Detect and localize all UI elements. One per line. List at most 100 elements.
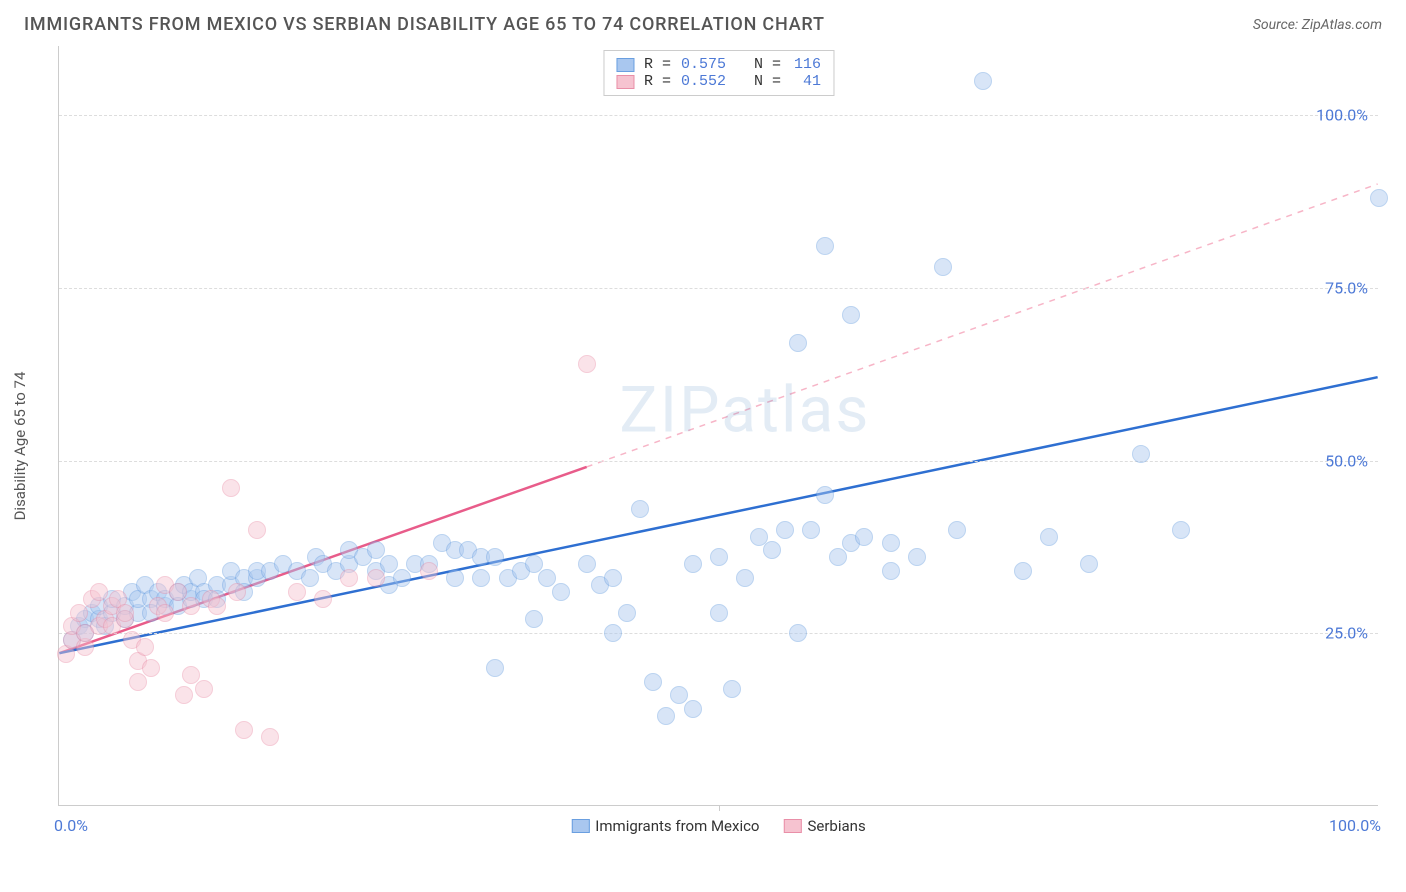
data-point xyxy=(248,521,266,539)
data-point xyxy=(472,569,490,587)
data-point xyxy=(855,528,873,546)
legend-n-label: N = xyxy=(736,56,781,73)
y-tick-label: 50.0% xyxy=(1325,451,1368,470)
data-point xyxy=(763,541,781,559)
data-point xyxy=(604,624,622,642)
legend-r-label: R = xyxy=(644,73,671,90)
legend-r-value: 0.575 xyxy=(681,56,726,73)
y-tick-label: 100.0% xyxy=(1316,106,1368,125)
data-point xyxy=(301,569,319,587)
data-point xyxy=(136,638,154,656)
data-point xyxy=(393,569,411,587)
legend-swatch xyxy=(783,819,801,833)
data-point xyxy=(486,548,504,566)
data-point xyxy=(710,548,728,566)
x-tick-mark xyxy=(719,805,720,811)
legend-item: Immigrants from Mexico xyxy=(571,817,759,835)
data-point xyxy=(829,548,847,566)
gridline xyxy=(59,633,1378,634)
legend-swatch xyxy=(616,75,634,89)
legend-item: Serbians xyxy=(783,817,865,835)
data-point xyxy=(228,583,246,601)
data-point xyxy=(208,597,226,615)
data-point xyxy=(1172,521,1190,539)
data-point xyxy=(1080,555,1098,573)
data-point xyxy=(882,562,900,580)
data-point xyxy=(684,555,702,573)
data-point xyxy=(882,534,900,552)
legend-n-value: 41 xyxy=(791,73,821,90)
data-point xyxy=(261,728,279,746)
legend-bottom: Immigrants from Mexico Serbians xyxy=(571,817,865,835)
trend-lines xyxy=(59,46,1378,805)
data-point xyxy=(816,486,834,504)
gridline xyxy=(59,115,1378,116)
data-point xyxy=(604,569,622,587)
data-point xyxy=(1132,445,1150,463)
data-point xyxy=(618,604,636,622)
legend-n-value: 116 xyxy=(791,56,821,73)
data-point xyxy=(948,521,966,539)
data-point xyxy=(842,306,860,324)
legend-n-label: N = xyxy=(736,73,781,90)
data-point xyxy=(195,680,213,698)
data-point xyxy=(631,500,649,518)
legend-r-value: 0.552 xyxy=(681,73,726,90)
data-point xyxy=(288,583,306,601)
data-point xyxy=(1040,528,1058,546)
data-point xyxy=(710,604,728,622)
data-point xyxy=(116,604,134,622)
gridline xyxy=(59,288,1378,289)
watermark: ZIPatlas xyxy=(619,373,870,448)
data-point xyxy=(156,604,174,622)
data-point xyxy=(367,569,385,587)
data-point xyxy=(1014,562,1032,580)
data-point xyxy=(129,673,147,691)
y-tick-label: 75.0% xyxy=(1325,278,1368,297)
data-point xyxy=(446,569,464,587)
data-point xyxy=(657,707,675,725)
legend-label: Immigrants from Mexico xyxy=(595,817,759,835)
data-point xyxy=(182,597,200,615)
scatter-chart: ZIPatlas R = 0.575 N = 116R = 0.552 N = … xyxy=(58,46,1378,806)
data-point xyxy=(175,686,193,704)
legend-r-label: R = xyxy=(644,56,671,73)
source-label: Source: ZipAtlas.com xyxy=(1253,17,1382,33)
data-point xyxy=(222,479,240,497)
data-point xyxy=(486,659,504,677)
data-point xyxy=(552,583,570,601)
data-point xyxy=(802,521,820,539)
data-point xyxy=(934,258,952,276)
data-point xyxy=(723,680,741,698)
data-point xyxy=(525,610,543,628)
x-tick-label: 100.0% xyxy=(1329,816,1381,835)
gridline xyxy=(59,461,1378,462)
data-point xyxy=(70,604,88,622)
y-tick-label: 25.0% xyxy=(1325,624,1368,643)
data-point xyxy=(908,548,926,566)
legend-label: Serbians xyxy=(807,817,865,835)
data-point xyxy=(776,521,794,539)
data-point xyxy=(816,237,834,255)
data-point xyxy=(789,624,807,642)
data-point xyxy=(340,569,358,587)
legend-stat-row: R = 0.552 N = 41 xyxy=(616,73,821,90)
data-point xyxy=(235,721,253,739)
data-point xyxy=(789,334,807,352)
data-point xyxy=(684,700,702,718)
x-tick-label: 0.0% xyxy=(54,816,88,835)
legend-stats: R = 0.575 N = 116R = 0.552 N = 41 xyxy=(603,50,834,96)
data-point xyxy=(1370,189,1388,207)
data-point xyxy=(578,555,596,573)
data-point xyxy=(644,673,662,691)
chart-title: IMMIGRANTS FROM MEXICO VS SERBIAN DISABI… xyxy=(24,14,825,35)
data-point xyxy=(142,659,160,677)
data-point xyxy=(578,355,596,373)
legend-swatch xyxy=(616,58,634,72)
data-point xyxy=(736,569,754,587)
legend-swatch xyxy=(571,819,589,833)
legend-stat-row: R = 0.575 N = 116 xyxy=(616,56,821,73)
data-point xyxy=(420,562,438,580)
data-point xyxy=(314,590,332,608)
y-axis-label: Disability Age 65 to 74 xyxy=(11,372,29,521)
